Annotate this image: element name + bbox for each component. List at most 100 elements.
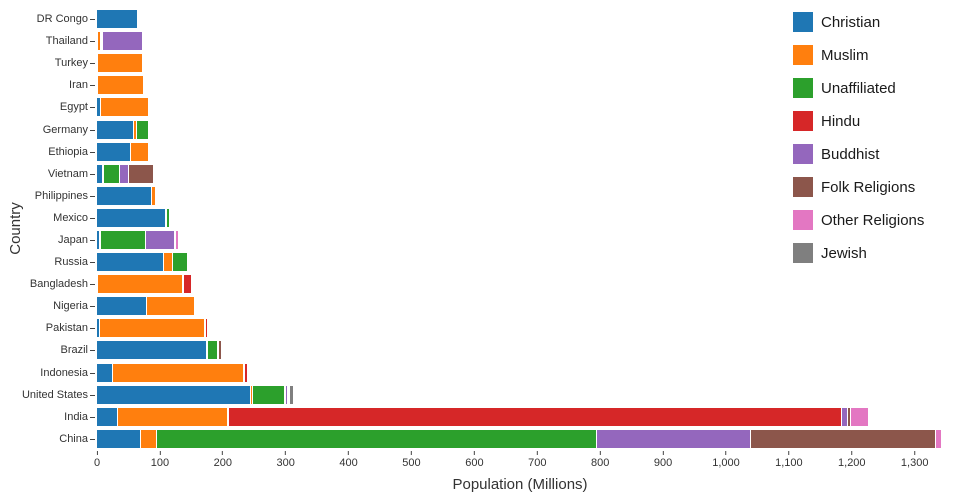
bar-segment-unaffiliated	[227, 407, 229, 426]
legend-swatch	[793, 144, 813, 164]
bar-row: Iran	[69, 74, 943, 96]
bar-segment-muslim	[132, 120, 136, 139]
legend-item-folk-religions[interactable]: Folk Religions	[793, 177, 924, 197]
bar-row: India	[64, 406, 943, 428]
bar-segment-christian	[97, 363, 112, 382]
y-tick-mark	[90, 284, 95, 286]
y-tick-label: Thailand	[45, 35, 88, 48]
x-tick: 1,300	[900, 451, 929, 469]
legend-swatch	[793, 78, 813, 98]
legend-item-buddhist[interactable]: Buddhist	[793, 144, 924, 164]
bar-row: Pakistan	[46, 317, 943, 339]
x-tick: 600	[465, 451, 484, 469]
legend: Christian Muslim Unaffiliated Hindu Buddhist…	[789, 10, 929, 265]
stacked-bar	[97, 297, 943, 316]
legend-item-other-religions[interactable]: Other Religions	[793, 210, 924, 230]
bar-segment-buddhist	[247, 363, 249, 382]
y-tick-label: Bangladesh	[29, 278, 88, 291]
legend-label: Hindu	[821, 112, 861, 130]
bar-segment-christian	[97, 98, 100, 117]
x-tick-label: 700	[528, 457, 547, 469]
bar-row: Germany	[43, 118, 943, 140]
legend-item-unaffiliated[interactable]: Unaffiliated	[793, 78, 924, 98]
legend-item-hindu[interactable]: Hindu	[793, 111, 924, 131]
bar-segment-hindu	[100, 32, 102, 51]
y-tick-label: Ethiopia	[48, 145, 88, 158]
legend-swatch	[793, 45, 813, 65]
bar-segment-other-religions	[196, 297, 198, 316]
legend-swatch	[793, 111, 813, 131]
legend-label: Unaffiliated	[821, 79, 896, 97]
x-tick-label: 1,000	[712, 457, 740, 469]
x-tick: 1,200	[838, 451, 866, 469]
bar-segment-hindu	[228, 407, 841, 426]
bar-segment-buddhist	[216, 341, 218, 360]
x-tick-mark	[473, 451, 475, 455]
x-tick: 300	[277, 451, 295, 469]
y-axis-title-text: Country	[6, 201, 24, 255]
bar-segment-buddhist	[118, 164, 128, 183]
stacked-bar	[97, 186, 943, 205]
stacked-bar	[97, 32, 943, 51]
bar-segment-jewish	[150, 120, 152, 139]
bar-segment-hindu	[205, 319, 208, 338]
bar-segment-hindu	[182, 275, 192, 294]
legend-item-christian[interactable]: Christian	[793, 12, 924, 32]
bar-segment-christian	[97, 164, 102, 183]
bar-segment-other-religions	[850, 407, 868, 426]
bar-segment-folk-religions	[127, 164, 153, 183]
y-tick-label: United States	[21, 388, 88, 401]
bar-segment-folk-religions	[217, 341, 222, 360]
legend-label: Folk Religions	[821, 178, 916, 196]
y-tick-mark	[90, 129, 95, 131]
bar-segment-unaffiliated	[143, 76, 145, 95]
bar-segment-folk-religions	[155, 186, 157, 205]
bar-row: China	[59, 428, 943, 450]
bar-segment-unaffiliated	[137, 10, 139, 29]
bar-segment-christian	[97, 253, 164, 272]
y-tick-label: Indonesia	[40, 366, 88, 379]
bar-segment-other-religions	[149, 120, 151, 139]
legend-label: Jewish	[821, 244, 867, 262]
x-tick-label: 100	[150, 457, 170, 469]
x-tick-label: 1,200	[838, 457, 866, 469]
stacked-bar	[97, 98, 943, 117]
x-tick-label: 1,300	[900, 457, 929, 469]
legend-item-muslim[interactable]: Muslim	[793, 45, 924, 65]
bar-segment-buddhist	[840, 407, 847, 426]
bar-rows: DR Congo Thailand Turkey Iran Egypt Germany Et…	[22, 8, 943, 450]
legend-swatch	[793, 210, 813, 230]
stacked-bar	[97, 363, 943, 382]
stacked-bar	[97, 319, 943, 338]
bar-segment-hindu	[283, 385, 285, 404]
bar-segment-christian	[97, 319, 99, 338]
bar-segment-muslim	[163, 253, 173, 272]
bar-segment-muslim	[140, 429, 156, 448]
bar-segment-muslim	[206, 341, 207, 360]
bar-segment-other-religions	[143, 54, 145, 73]
x-axis-ticks: 0 100 200 300 400 500 600 700 800 900 1,000 1,100 1,…	[94, 451, 943, 473]
y-tick-label: Nigeria	[53, 300, 88, 313]
bar-segment-unaffiliated	[251, 385, 284, 404]
y-axis-title: Country	[2, 6, 28, 450]
bar-segment-christian	[97, 407, 117, 426]
x-tick-mark	[348, 451, 350, 455]
x-tick-label: 1,100	[775, 457, 803, 469]
bar-segment-folk-religions	[173, 230, 175, 249]
y-tick-mark	[90, 217, 95, 219]
y-tick-mark	[90, 372, 95, 374]
bar-segment-buddhist	[284, 385, 287, 404]
bar-segment-christian	[97, 120, 133, 139]
x-tick-mark	[159, 451, 161, 455]
x-tick: 800	[591, 451, 609, 469]
y-tick-mark	[90, 63, 95, 65]
bar-row: Bangladesh	[30, 273, 943, 295]
bar-segment-christian	[97, 142, 130, 161]
bar-segment-muslim	[98, 230, 100, 249]
bar-segment-folk-religions	[846, 407, 851, 426]
stacked-bar	[97, 54, 943, 73]
legend-item-jewish[interactable]: Jewish	[793, 243, 924, 263]
bar-segment-folk-religions	[195, 297, 197, 316]
bar-segment-unaffiliated	[99, 32, 101, 51]
x-tick-label: 400	[339, 457, 358, 469]
